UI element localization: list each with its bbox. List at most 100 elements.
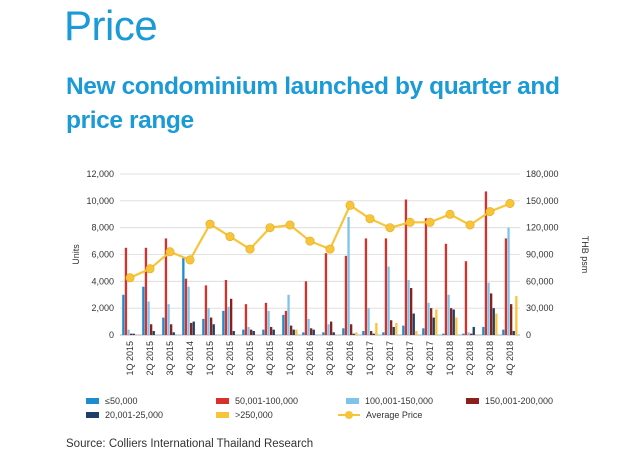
legend-item: 150,001-200,000 — [466, 395, 553, 407]
bar — [342, 328, 345, 335]
bar — [170, 324, 173, 335]
bar — [302, 332, 305, 335]
bar — [412, 313, 415, 335]
bar — [462, 333, 465, 335]
y-right-tick-label: 0 — [526, 330, 531, 340]
bar — [382, 332, 385, 335]
bar — [172, 332, 175, 335]
bar — [190, 322, 193, 335]
bar — [367, 308, 370, 335]
bar — [442, 333, 445, 335]
bar — [415, 330, 418, 335]
y-left-tick-label: 6,000 — [91, 250, 114, 260]
bar — [402, 325, 405, 335]
x-tick-label: 1Q 2018 — [445, 341, 455, 376]
legend-line-swatch — [338, 411, 360, 419]
x-tick-label: 2Q 2018 — [465, 341, 475, 376]
bar — [464, 261, 468, 335]
bar — [407, 279, 410, 335]
x-tick-label: 2Q 2016 — [305, 341, 315, 376]
bar — [192, 321, 195, 335]
bar — [284, 310, 288, 335]
bar — [184, 278, 188, 335]
x-tick-label: 2Q 2015 — [225, 341, 235, 376]
bar — [432, 317, 435, 335]
average-price-point — [485, 207, 495, 217]
legend-label: 100,001-150,000 — [365, 396, 434, 406]
average-price-point — [125, 273, 135, 283]
bar — [447, 294, 450, 335]
bar — [207, 308, 210, 335]
bar — [124, 247, 128, 335]
bar — [262, 329, 265, 335]
legend-item: 100,001-150,000 — [346, 395, 433, 407]
bar — [232, 330, 235, 335]
bar — [507, 227, 510, 335]
bar — [387, 266, 390, 335]
x-tick-label: 2Q 2015 — [145, 341, 155, 376]
bar — [230, 298, 233, 335]
bar — [390, 320, 393, 335]
bar — [310, 328, 313, 335]
bar — [187, 286, 190, 335]
legend-swatch — [86, 398, 99, 404]
bar — [482, 326, 485, 335]
bar — [452, 309, 455, 335]
bar — [244, 304, 248, 335]
legend-item: 50,001-100,000 — [216, 395, 298, 407]
bar — [330, 321, 333, 335]
bar — [512, 330, 515, 335]
bar — [352, 333, 355, 335]
bar — [404, 199, 408, 335]
y-left-tick-label: 10,000 — [86, 196, 114, 206]
legend-swatch — [466, 398, 479, 404]
bar — [250, 329, 253, 335]
y-right-axis-label: THB psm — [580, 236, 590, 274]
bar — [327, 324, 330, 335]
bar — [267, 310, 270, 335]
bar — [130, 333, 133, 335]
legend-swatch — [346, 398, 359, 404]
bar — [270, 326, 273, 335]
bar — [395, 322, 398, 335]
legend-item: ≤50,000 — [86, 395, 137, 407]
legend-item-average-price: Average Price — [338, 409, 422, 421]
y-right-tick-label: 120,000 — [526, 223, 559, 233]
average-price-point — [305, 236, 315, 246]
bar — [344, 255, 348, 335]
y-left-tick-label: 12,000 — [86, 169, 114, 179]
bar — [152, 330, 155, 335]
bar — [470, 333, 473, 335]
legend-label: 20,001-25,000 — [105, 410, 164, 420]
bar — [510, 304, 513, 335]
bar — [162, 317, 165, 335]
bar — [227, 306, 230, 335]
average-price-point — [505, 199, 515, 209]
source-note: Source: Colliers International Thailand … — [66, 438, 314, 450]
average-price-point — [465, 220, 475, 230]
x-tick-label: 1Q 2017 — [365, 341, 375, 376]
x-tick-label: 3Q 2017 — [405, 341, 415, 376]
bar — [350, 324, 353, 335]
chart-title: New condominium launched by quarter and … — [66, 73, 560, 134]
legend-item: 20,001-25,000 — [86, 409, 163, 421]
x-tick-label: 1Q 2016 — [285, 341, 295, 376]
x-tick-label: 1Q 2015 — [125, 341, 135, 376]
y-right-tick-label: 150,000 — [526, 196, 559, 206]
bar — [242, 329, 245, 335]
legend-label: 150,001-200,000 — [485, 396, 554, 406]
bar — [272, 329, 275, 335]
bar — [384, 238, 388, 335]
legend-swatch — [86, 412, 99, 418]
bar — [347, 216, 350, 335]
bar — [292, 329, 295, 335]
bar — [127, 329, 130, 335]
average-price-point — [285, 220, 295, 230]
bar — [430, 308, 433, 335]
y-right-tick-label: 180,000 — [526, 169, 559, 179]
average-price-point — [425, 217, 435, 227]
average-price-point — [265, 223, 275, 233]
x-tick-label: 4Q 2016 — [345, 341, 355, 376]
y-right-tick-label: 90,000 — [526, 250, 554, 260]
average-price-point — [165, 247, 175, 257]
